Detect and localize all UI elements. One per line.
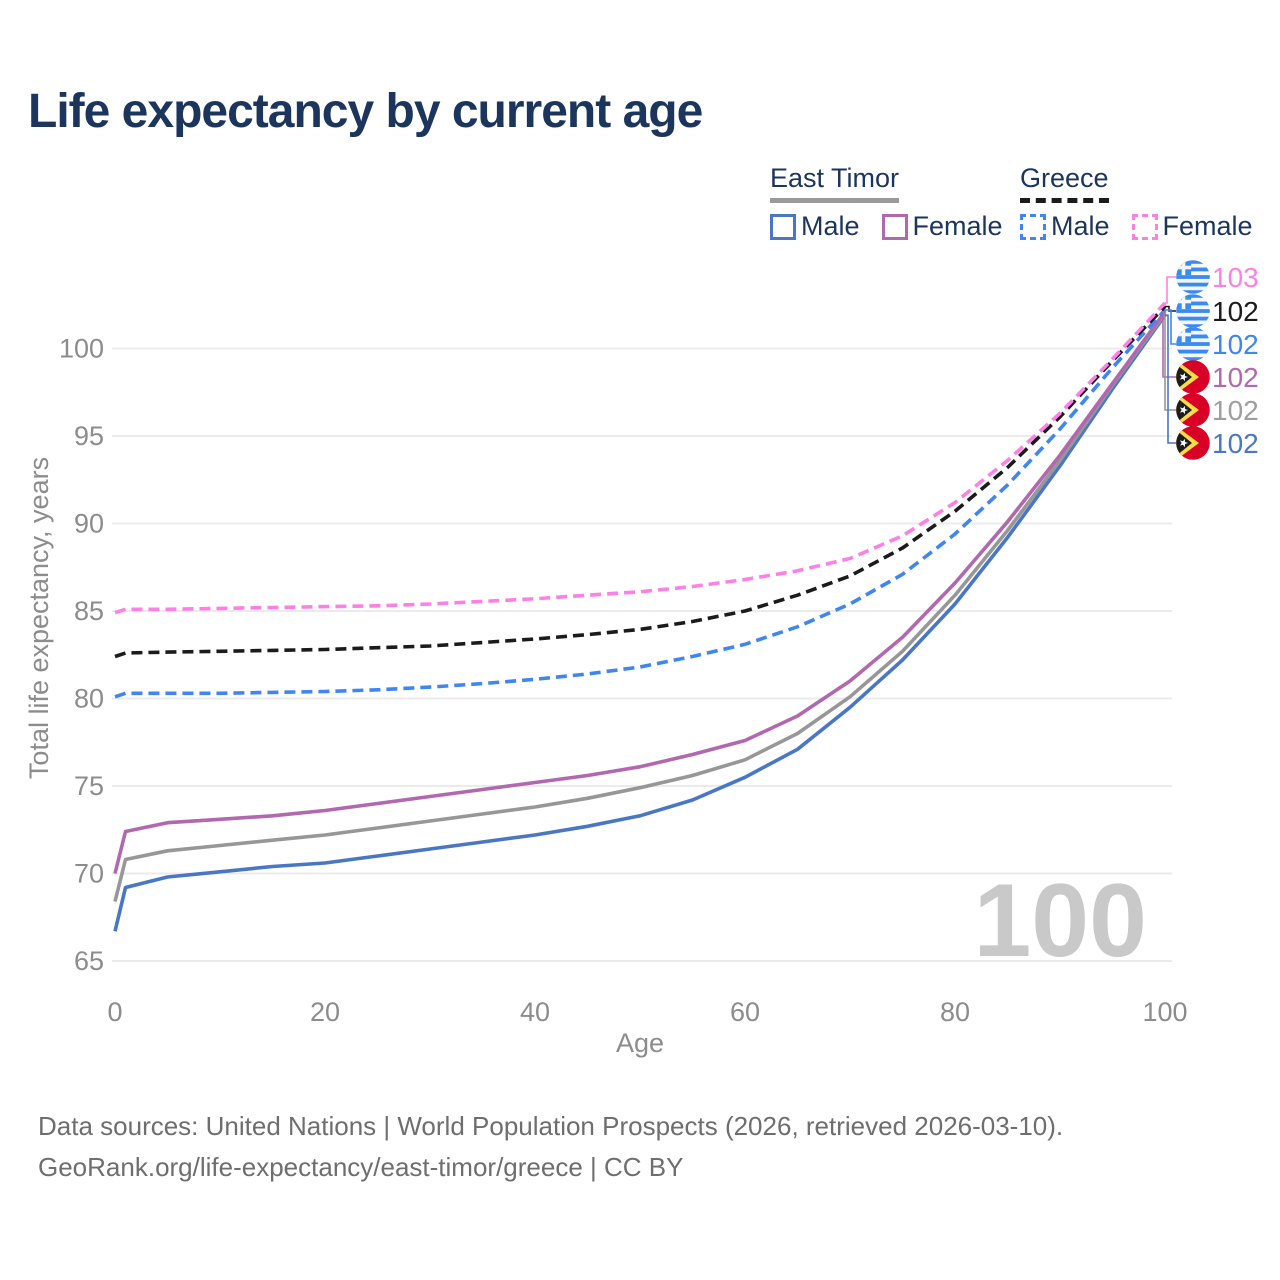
- page-title: Life expectancy by current age: [28, 85, 703, 138]
- x-tick-label: 60: [730, 997, 760, 1027]
- y-tick-label: 90: [74, 509, 104, 539]
- legend-item-east-timor-female[interactable]: Female: [881, 211, 1003, 242]
- east-timor-line-style-swatch: [770, 198, 900, 203]
- legend-group-greece: Greece Male Female: [1020, 163, 1253, 242]
- legend-group-east-timor: East Timor Male Female: [770, 163, 1003, 242]
- leader-line: [1165, 276, 1176, 304]
- x-axis-title: Age: [616, 1028, 664, 1058]
- y-tick-label: 80: [74, 684, 104, 714]
- series-line-greece-male: [114, 308, 1167, 699]
- leader-line: [1165, 309, 1176, 345]
- legend-item-greece-male[interactable]: Male: [1020, 211, 1110, 242]
- x-tick-label: 20: [310, 997, 340, 1027]
- east-timor-male-swatch: [770, 213, 796, 240]
- leader-line: [1165, 305, 1176, 312]
- x-tick-label: 40: [520, 997, 550, 1027]
- x-tick-label: 0: [107, 997, 122, 1027]
- leader-line: [1165, 314, 1176, 444]
- data-sources-text: Data sources: United Nations | World Pop…: [38, 1111, 1064, 1141]
- leader-line: [1164, 313, 1176, 411]
- y-tick-label: 70: [74, 859, 104, 889]
- series-line-greece: [114, 305, 1167, 659]
- y-tick-label: 95: [74, 421, 104, 451]
- flag-east-timor-icon: [1176, 360, 1210, 394]
- legend-country-east-timor: East Timor: [770, 163, 900, 203]
- legend-country-name: Greece: [1020, 163, 1109, 193]
- legend-item-greece-female[interactable]: Female: [1131, 211, 1253, 242]
- flag-east-timor-icon: [1176, 393, 1210, 427]
- flag-greece-icon: [1176, 327, 1210, 361]
- age-watermark: 100: [973, 863, 1147, 979]
- legend-country-name: East Timor: [770, 163, 900, 193]
- flag-east-timor-icon: [1176, 426, 1210, 460]
- legend-label-male: Male: [801, 211, 860, 241]
- flag-greece-icon: [1176, 260, 1210, 294]
- legend-label-male: Male: [1051, 211, 1110, 241]
- series-line-east-timor-female: [113, 310, 1167, 874]
- legend-country-greece: Greece: [1020, 163, 1109, 203]
- end-value-label: 102: [1212, 362, 1259, 393]
- series-line-east-timor-male: [113, 314, 1167, 932]
- legend-label-female: Female: [912, 211, 1003, 241]
- end-value-label: 102: [1212, 329, 1259, 360]
- series-line-east-timor: [113, 312, 1167, 902]
- y-tick-label: 85: [74, 596, 104, 626]
- end-value-label: 102: [1212, 395, 1259, 426]
- end-value-label: 102: [1212, 428, 1259, 459]
- flag-greece-icon: [1176, 294, 1210, 328]
- attribution-text: GeoRank.org/life-expectancy/east-timor/g…: [38, 1152, 684, 1182]
- leader-line: [1162, 311, 1176, 378]
- series-line-greece-female: [114, 301, 1167, 615]
- y-axis-title: Total life expectancy, years: [24, 457, 54, 779]
- east-timor-female-swatch: [881, 213, 908, 240]
- y-tick-label: 100: [59, 334, 104, 364]
- end-value-label: 103: [1212, 262, 1259, 293]
- greece-female-swatch: [1131, 213, 1158, 240]
- y-tick-label: 75: [74, 771, 104, 801]
- legend-item-east-timor-male[interactable]: Male: [770, 211, 860, 242]
- legend: East Timor Male Female Greece: [0, 0, 1280, 250]
- greece-line-style-swatch: [1020, 198, 1109, 203]
- end-value-label: 102: [1212, 296, 1259, 327]
- x-tick-label: 80: [940, 997, 970, 1027]
- greece-male-swatch: [1020, 213, 1046, 240]
- legend-items-greece: Male Female: [1020, 211, 1253, 242]
- legend-items-east-timor: Male Female: [770, 211, 1003, 242]
- legend-label-female: Female: [1162, 211, 1253, 241]
- footer: Data sources: United Nations | World Pop…: [38, 1106, 1063, 1188]
- y-tick-label: 65: [74, 946, 104, 976]
- x-tick-label: 100: [1142, 997, 1187, 1027]
